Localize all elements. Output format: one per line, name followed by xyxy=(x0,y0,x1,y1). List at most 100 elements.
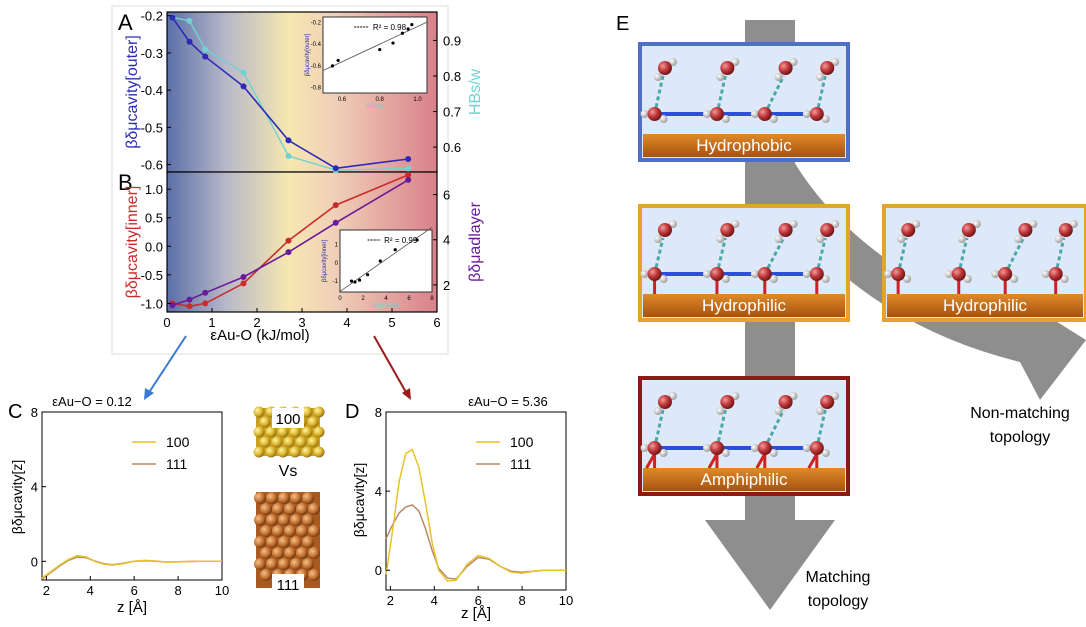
hydrogen-atom xyxy=(1060,275,1069,283)
hydrogen-atom xyxy=(659,275,668,283)
oxygen-atom xyxy=(657,223,672,237)
inset-ylabel: βδμcavity[outer] xyxy=(305,33,311,76)
inset-y-tick-label: -0.2 xyxy=(311,20,322,26)
oxygen-atom xyxy=(961,223,976,237)
water-box-0: Hydrophobic xyxy=(638,42,850,162)
hydrogen-atom xyxy=(640,444,649,452)
panel-c: C εAu−O = 0.12 8 4 02 4 6 8 10 100 111 z [Å] βδμ… xyxy=(8,394,229,616)
inset-point xyxy=(330,64,335,68)
data-point-inner xyxy=(405,171,412,178)
au-atom xyxy=(253,406,265,418)
hydrogen-atom xyxy=(816,73,825,81)
inset-r2: R² = 0.98 xyxy=(373,23,407,32)
y-tick-label: 0.9 xyxy=(443,33,461,48)
x-tick-label: 8 xyxy=(174,583,181,598)
panel-a-letter: A xyxy=(118,10,133,35)
oxygen-atom xyxy=(951,267,966,281)
hydrogen-atom xyxy=(702,270,711,278)
data-point-inner xyxy=(186,303,193,310)
y-tick-label: 0.6 xyxy=(443,140,461,155)
hydrogen-atom xyxy=(1041,270,1050,278)
inset-point xyxy=(366,273,370,277)
x-tick-label: 10 xyxy=(215,583,229,598)
hydrogen-atom xyxy=(789,392,798,400)
oxygen-atom xyxy=(891,267,906,281)
hydrogen-atom xyxy=(944,270,953,278)
au-atom xyxy=(308,547,320,559)
inset-point xyxy=(357,278,362,282)
hydrogen-atom xyxy=(716,235,725,243)
panel-ab: A B -0.2 -0.3 -0.4 -0.5 -0.6 0.9 0.8 0.7 0.6 R² =… xyxy=(111,5,484,355)
au-o-bond xyxy=(707,453,719,469)
water-box-2: Hydrophilic xyxy=(882,204,1086,322)
data-point-outer xyxy=(332,165,339,172)
y-tick-label: -1.0 xyxy=(141,296,163,311)
hydrogen-atom xyxy=(702,110,711,118)
data-point-hbs xyxy=(186,17,193,24)
inset-y-tick-label: -1 xyxy=(333,279,339,285)
inset-x-tick-label: 2 xyxy=(361,296,365,302)
panel-a-ylabel: βδμcavity[outer] xyxy=(124,35,141,149)
hydrogen-atom xyxy=(897,235,906,243)
oxygen-atom xyxy=(778,223,793,237)
au-atom xyxy=(277,446,289,458)
panel-c-axes xyxy=(41,411,223,581)
au-atom xyxy=(272,547,284,559)
au-atom xyxy=(308,503,320,515)
hydrogen-atom xyxy=(731,220,740,228)
au-atom xyxy=(290,514,302,526)
x-tick-label: 4 xyxy=(87,583,94,598)
au-atom xyxy=(308,569,320,581)
au-atom xyxy=(253,426,265,438)
y-tick-label: 2 xyxy=(443,278,450,293)
hydrogen-atom xyxy=(769,115,778,123)
au-atom xyxy=(278,558,290,570)
panel-d-axes xyxy=(385,411,567,591)
y-tick-label: 4 xyxy=(31,480,38,495)
y-tick-label: -0.5 xyxy=(141,120,163,135)
hydrogen-atom xyxy=(731,392,740,400)
x-tick-label: 2 xyxy=(43,583,50,598)
au-atom xyxy=(289,426,301,438)
hydrogen-atom xyxy=(972,220,981,228)
h-bond-vertical xyxy=(1054,237,1066,275)
hydrogen-atom xyxy=(750,444,759,452)
inset-x-tick-label: 0 xyxy=(338,296,342,302)
hydrogen-atom xyxy=(789,58,798,66)
inset-x-tick-label: 1.0 xyxy=(413,97,422,103)
hydrogen-atom xyxy=(659,115,668,123)
au-atom xyxy=(302,492,314,504)
data-point-outer xyxy=(285,137,292,144)
data-point-hbs xyxy=(405,165,412,172)
y-tick-label: 0 xyxy=(31,554,38,569)
au-atom xyxy=(271,436,283,448)
hydrogen-atom xyxy=(750,110,759,118)
hydrogen-atom xyxy=(903,275,912,283)
arrow-to-d-head xyxy=(402,388,411,400)
hydrogen-atom xyxy=(802,444,811,452)
surface-100-label-bg xyxy=(272,408,304,428)
hydrogen-atom xyxy=(884,270,893,278)
oxygen-atom xyxy=(809,441,824,455)
hydrogen-atom xyxy=(721,115,730,123)
panel-d-xlabel: z [Å] xyxy=(461,605,491,622)
panel-c-ylabel: βδμcavity[z] xyxy=(9,460,25,534)
hydrogen-atom xyxy=(802,270,811,278)
gold-surface-bar xyxy=(643,134,845,157)
x-tick-label: 0 xyxy=(163,315,170,330)
hydrogen-atom xyxy=(912,220,921,228)
hydrogen-atom xyxy=(1029,220,1038,228)
y-tick-label: 0 xyxy=(375,563,382,578)
au-atom xyxy=(254,492,266,504)
panel-e: E Hydrophobic Hydrophilic Hydrophilic Amphi… xyxy=(616,13,1086,610)
oxygen-atom xyxy=(778,395,793,409)
legend-label-c111: 111 xyxy=(166,456,187,472)
data-point-inner xyxy=(202,300,209,307)
panel-c-xlabel: z [Å] xyxy=(117,599,147,616)
oxygen-atom xyxy=(809,107,824,121)
data-point-hbs xyxy=(240,69,247,76)
y-tick-label: 8 xyxy=(375,405,382,420)
inset-point xyxy=(378,47,382,52)
oxygen-atom xyxy=(820,61,835,75)
inset-x-tick-label: 8 xyxy=(430,296,434,302)
